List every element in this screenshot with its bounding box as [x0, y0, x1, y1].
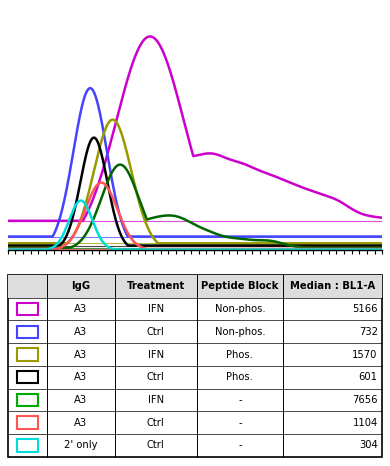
Text: 7656: 7656	[352, 395, 378, 405]
Bar	[8, 275, 382, 298]
Text: IFN: IFN	[148, 304, 164, 314]
Text: Non-phos.: Non-phos.	[215, 304, 265, 314]
Text: Ctrl: Ctrl	[147, 327, 165, 337]
Text: IFN: IFN	[148, 350, 164, 360]
Bar	[17, 439, 38, 452]
Text: Non-phos.: Non-phos.	[215, 327, 265, 337]
Text: IFN: IFN	[148, 395, 164, 405]
Text: Peptide Block: Peptide Block	[201, 281, 278, 291]
Text: A3: A3	[74, 350, 87, 360]
Text: 1570: 1570	[352, 350, 378, 360]
Text: Median : BL1-A: Median : BL1-A	[290, 281, 375, 291]
Text: Ctrl: Ctrl	[147, 418, 165, 428]
Bar	[17, 303, 38, 315]
Text: Treatment: Treatment	[127, 281, 185, 291]
Text: IgG: IgG	[71, 281, 90, 291]
Text: 601: 601	[359, 372, 378, 382]
Text: -: -	[238, 418, 242, 428]
Text: 5166: 5166	[352, 304, 378, 314]
Text: Phos.: Phos.	[227, 372, 254, 382]
Text: -: -	[238, 395, 242, 405]
Bar	[17, 371, 38, 384]
Text: Phos.: Phos.	[227, 350, 254, 360]
Text: Ctrl: Ctrl	[147, 372, 165, 382]
Text: 1104: 1104	[353, 418, 378, 428]
Text: Ctrl: Ctrl	[147, 440, 165, 450]
Text: A3: A3	[74, 372, 87, 382]
Bar	[17, 348, 38, 361]
Text: A3: A3	[74, 395, 87, 405]
Text: A3: A3	[74, 418, 87, 428]
Text: -: -	[238, 440, 242, 450]
Text: 2' only: 2' only	[64, 440, 98, 450]
Text: 732: 732	[359, 327, 378, 337]
Text: A3: A3	[74, 327, 87, 337]
Bar	[17, 394, 38, 406]
Bar	[17, 326, 38, 338]
Text: A3: A3	[74, 304, 87, 314]
Text: 304: 304	[359, 440, 378, 450]
Bar	[17, 417, 38, 429]
